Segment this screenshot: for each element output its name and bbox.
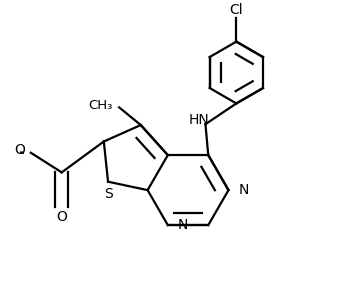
Text: O: O [14, 143, 25, 158]
Text: N: N [239, 183, 249, 197]
Text: HN: HN [188, 113, 209, 127]
Text: S: S [104, 187, 112, 201]
Text: CH₃: CH₃ [88, 98, 112, 112]
Text: Cl: Cl [230, 3, 243, 17]
Text: O: O [56, 210, 67, 224]
Text: N: N [178, 218, 188, 232]
